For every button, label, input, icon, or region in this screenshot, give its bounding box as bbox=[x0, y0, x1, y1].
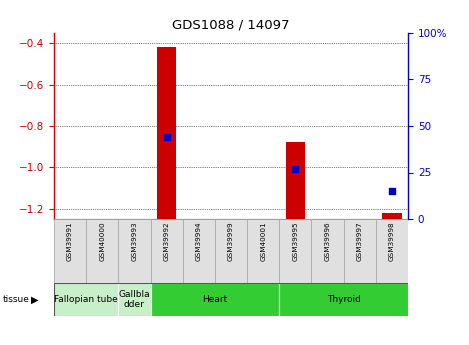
Text: Thyroid: Thyroid bbox=[327, 295, 361, 304]
Text: Fallopian tube: Fallopian tube bbox=[54, 295, 118, 304]
Bar bbox=[311, 219, 344, 283]
Text: GSM39996: GSM39996 bbox=[325, 221, 331, 260]
Text: GSM39992: GSM39992 bbox=[164, 221, 170, 260]
Text: GSM39994: GSM39994 bbox=[196, 221, 202, 260]
Bar bbox=[344, 219, 376, 283]
Point bbox=[163, 134, 170, 140]
Bar bbox=[54, 219, 86, 283]
Bar bbox=[183, 219, 215, 283]
Bar bbox=[279, 219, 311, 283]
Text: GSM40001: GSM40001 bbox=[260, 221, 266, 260]
Bar bbox=[118, 219, 151, 283]
Bar bbox=[279, 283, 408, 316]
Bar bbox=[215, 219, 247, 283]
Text: GSM39991: GSM39991 bbox=[67, 221, 73, 260]
Text: GSM40000: GSM40000 bbox=[99, 221, 105, 260]
Text: tissue: tissue bbox=[2, 295, 29, 304]
Bar bbox=[54, 283, 118, 316]
Text: GSM39998: GSM39998 bbox=[389, 221, 395, 260]
Bar bbox=[157, 47, 176, 219]
Point bbox=[292, 166, 299, 171]
Text: GSM39997: GSM39997 bbox=[357, 221, 363, 260]
Bar bbox=[382, 213, 401, 219]
Bar bbox=[86, 219, 118, 283]
Text: Gallbla
dder: Gallbla dder bbox=[119, 289, 150, 309]
Bar bbox=[286, 142, 305, 219]
Text: GSM39995: GSM39995 bbox=[292, 221, 298, 260]
Text: Heart: Heart bbox=[202, 295, 227, 304]
Bar bbox=[151, 283, 279, 316]
Bar bbox=[151, 219, 183, 283]
Text: ▶: ▶ bbox=[31, 294, 38, 304]
Title: GDS1088 / 14097: GDS1088 / 14097 bbox=[172, 19, 290, 32]
Text: GSM39993: GSM39993 bbox=[131, 221, 137, 260]
Bar bbox=[118, 283, 151, 316]
Bar bbox=[247, 219, 279, 283]
Point bbox=[388, 188, 396, 194]
Bar bbox=[376, 219, 408, 283]
Text: GSM39999: GSM39999 bbox=[228, 221, 234, 260]
